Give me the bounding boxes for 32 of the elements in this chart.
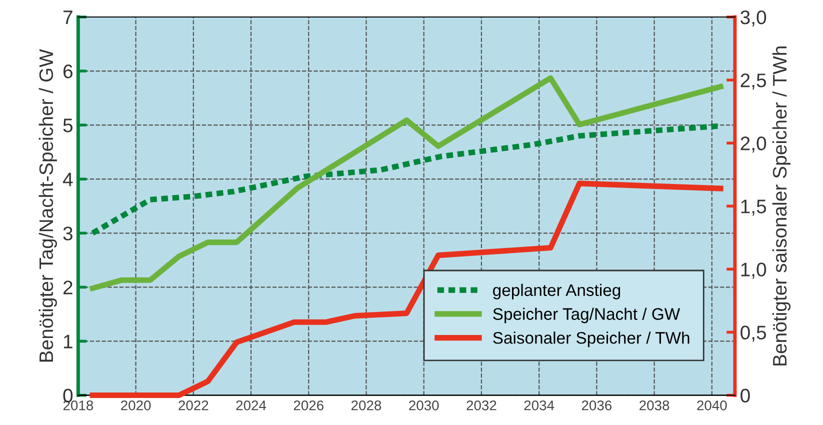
x-tick-label: 2020: [121, 400, 151, 410]
x-tick-label: 2028: [351, 400, 382, 410]
legend-label: geplanter Anstieg: [493, 284, 620, 300]
y2-tick-label: 0,5: [740, 326, 766, 342]
x-tick-label: 2030: [409, 400, 439, 410]
y2-tick-label: 2,0: [740, 136, 766, 153]
y-tick-label: 3: [63, 226, 72, 240]
x-tick-label: 2034: [524, 400, 554, 410]
x-tick-label: 2032: [466, 400, 496, 410]
legend-label: Speicher Tag/Nacht / GW: [493, 308, 680, 324]
legend-label: Saisonaler Speicher / TWh: [493, 332, 690, 348]
x-tick-label: 2038: [640, 400, 670, 410]
y-tick-label: 0: [63, 388, 73, 402]
y-axis-title: Benötigter Tag/Nacht-Speicher / GW: [38, 49, 57, 362]
y2-tick-label: 1,5: [741, 200, 766, 216]
y-tick-label: 4: [62, 172, 73, 186]
x-tick-label: 2024: [236, 400, 266, 410]
y2-tick-label: 3,0: [740, 10, 766, 27]
y2-tick-label: 0: [740, 388, 750, 402]
x-tick-label: 2018: [63, 400, 94, 410]
y2-tick-label: 2,5: [740, 74, 766, 90]
y-tick-label: 2: [63, 280, 72, 294]
y-tick-label: 1: [64, 334, 72, 348]
x-tick-label: 2040: [697, 400, 727, 410]
y2-axis-title: Benötigter saisonaler Speicher / TWh: [772, 46, 791, 366]
y-tick-label: 5: [63, 118, 73, 132]
x-tick-label: 2022: [178, 400, 208, 410]
x-tick-label: 2026: [294, 400, 324, 410]
x-tick-label: 2036: [582, 400, 612, 410]
y-tick-label: 7: [64, 10, 72, 24]
y-tick-label: 6: [64, 64, 72, 78]
y2-tick-label: 1,0: [741, 262, 766, 279]
